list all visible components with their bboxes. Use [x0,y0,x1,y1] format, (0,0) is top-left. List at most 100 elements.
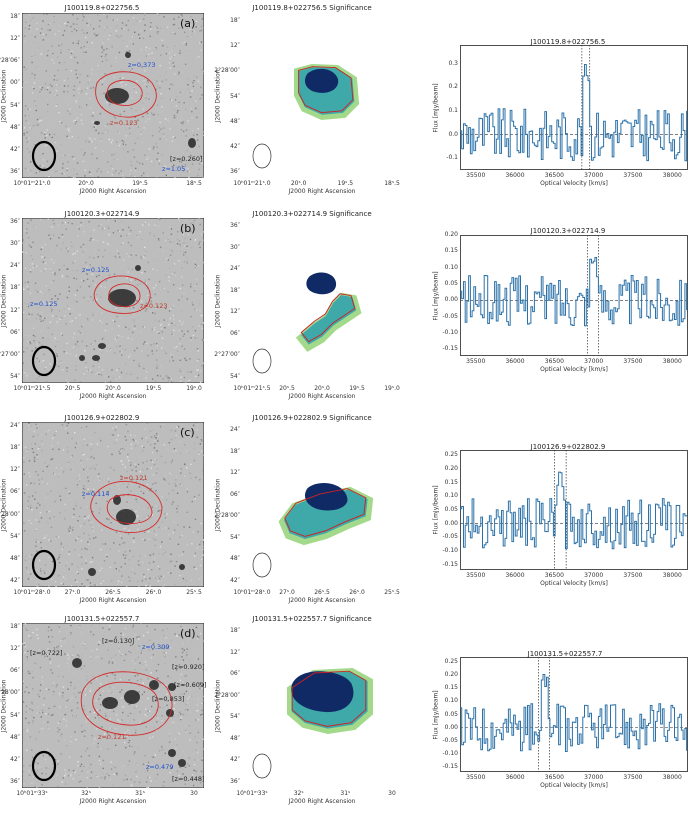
ra-tick-label: 19ˢ.5 [349,385,365,392]
galaxy [124,690,140,704]
hi-contour-inner [108,283,141,308]
velocity-tick-label: 37500 [623,572,643,579]
ra-tick-label: 10ʰ01ᵐ28ˢ.0 [233,589,271,596]
panel-label: (a) [180,17,196,30]
beam-ellipse [31,750,57,782]
redshift-label: z=0.479 [146,763,174,771]
flux-tick-label: -0.05 [442,312,458,320]
panel-label: (d) [180,627,196,640]
redshift-label: z=1.05 [162,165,186,173]
dec-tick-label: 42″ [230,756,240,764]
beam-ellipse [252,348,272,374]
dec-tick-label: 54″ [230,533,240,541]
dec-tick-label: 2°28′06″ [0,57,20,65]
dec-tick-label: 54″ [230,92,240,100]
velocity-tick-label: 37000 [584,358,604,365]
galaxy [108,289,136,307]
galaxy [102,697,118,709]
dec-tick-label: 24″ [10,422,20,429]
dec-axis-label: J2000 Declination [0,274,8,327]
velocity-tick-label: 35500 [466,774,486,781]
spec-title: J100126.9+022802.9 [530,443,606,451]
dec-tick-label: 12″ [10,306,20,314]
flux-tick-label: 0.20 [444,465,458,473]
ra-tick-label: 26ˢ.5 [105,589,121,596]
dec-tick-label: 00″ [10,79,20,87]
flux-axis-label: Flux [mJy/beam] [432,270,440,321]
optical-image-panel [22,422,204,587]
velocity-tick-label: 37500 [623,172,643,179]
galaxy [149,680,159,690]
velocity-tick-label: 37000 [584,572,604,579]
significance-panel [242,218,402,383]
ra-tick-label: 19ˢ.5 [337,180,354,187]
velocity-tick-label: 36500 [544,358,564,365]
velocity-tick-label: 37000 [584,774,604,781]
plot-frame [460,657,688,772]
flux-tick-label: 0.10 [444,697,458,705]
dec-tick-label: 12″ [230,42,240,50]
galaxy [188,138,196,148]
dec-tick-label: 2°27′00″ [0,350,20,358]
redshift-label: [z=0.609] [174,681,207,689]
ra-tick-label: 10ʰ01ᵐ28ˢ.0 [13,589,51,596]
flux-tick-label: 0.05 [444,506,458,513]
dec-tick-label: 18″ [10,13,20,20]
dec-tick-label: 12″ [10,35,20,43]
velocity-tick-label: 36000 [505,572,525,579]
beam-ellipse [31,345,57,377]
dec-tick-label: 48″ [10,733,20,741]
velocity-tick-label: 35500 [466,172,486,179]
dec-tick-label: 12″ [10,645,20,653]
beam-ellipse [252,552,272,578]
galaxy [92,355,100,361]
velocity-axis-label: Optical Velocity [km/s] [540,366,608,373]
hi-contour-outer [90,480,163,534]
significance-panel [242,13,402,178]
velocity-tick-label: 35500 [466,572,486,579]
dec-tick-label: 18″ [10,623,20,630]
dec-tick-label: 18″ [10,444,20,452]
flux-tick-label: 0.3 [448,59,458,67]
velocity-tick-label: 36500 [544,774,564,781]
plot-frame [460,450,688,570]
velocity-tick-label: 38000 [662,774,682,781]
dec-tick-label: 54″ [10,711,20,719]
velocity-tick-label: 36000 [505,358,525,365]
beam-ellipse [31,140,57,172]
flux-tick-label: 0.00 [444,296,458,304]
dec-tick-label: 42″ [10,755,20,763]
spectrum-line [460,471,688,550]
redshift-label: z=0.125 [82,266,110,274]
galaxy [178,759,186,767]
velocity-tick-label: 36500 [544,172,564,179]
dec-tick-label: 54″ [10,373,20,380]
ra-tick-label: 19ˢ.5 [145,385,162,392]
ra-axis-label: J2000 Right Ascension [288,188,356,195]
hi-contour-outer [95,71,157,118]
redshift-label: [z=0.448] [172,775,205,783]
dec-axis-label: J2000 Declination [214,679,222,732]
galaxy [125,52,131,58]
sig-mid [301,295,357,345]
flux-axis-label: Flux [mJy/beam] [432,82,440,133]
flux-tick-label: -0.15 [442,345,458,353]
flux-tick-label: -0.10 [442,329,458,337]
flux-tick-label: 0.20 [444,671,458,679]
ra-tick-label: 10ʰ01ᵐ21ˢ.5 [233,385,271,392]
dec-axis-label: J2000 Declination [214,69,222,122]
dec-tick-label: 06″ [10,488,20,496]
galaxy [88,568,96,576]
dec-tick-label: 54″ [230,713,240,721]
dec-tick-label: 36″ [230,168,240,175]
velocity-axis-label: Optical Velocity [km/s] [540,580,608,587]
spec-title: J100120.3+022714.9 [530,227,606,235]
ra-axis-label: J2000 Right Ascension [79,597,147,604]
dec-tick-label: 36″ [230,778,240,785]
beam-ellipse [252,143,272,169]
ra-tick-label: 31ˢ [340,790,351,797]
dec-tick-label: 2°27′00″ [214,351,240,359]
ra-tick-label: 10ʰ01ᵐ33ˢ [16,790,48,797]
dec-tick-label: 24″ [230,265,240,273]
ra-tick-label: 20ˢ.5 [279,385,295,392]
